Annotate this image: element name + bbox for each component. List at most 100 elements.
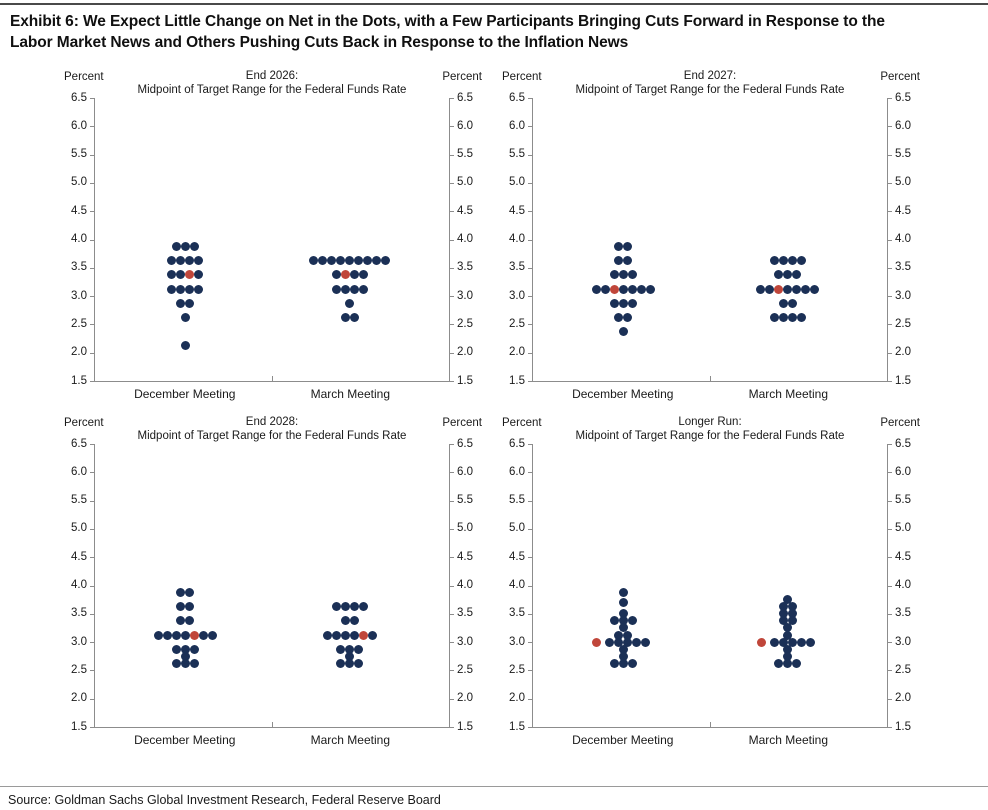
y-tick-label: 2.0 bbox=[457, 692, 473, 705]
fomc-participant-dot bbox=[185, 298, 195, 308]
panel-body: 6.5 6.0 5.5 5.0 4.5 4.0 3.5 3.0 2.5 2.0 1.5 6.5 6.0… bbox=[500, 438, 920, 733]
y-tick-label: 6.5 bbox=[509, 437, 525, 450]
y-tick-mark bbox=[90, 381, 94, 382]
fomc-participant-dot bbox=[194, 270, 204, 280]
y-tick-label: 2.0 bbox=[895, 346, 911, 359]
y-tick-label: 2.0 bbox=[509, 692, 525, 705]
fomc-participant-dot bbox=[627, 284, 637, 294]
y-tick-label: 4.0 bbox=[71, 233, 87, 245]
fomc-participant-dot bbox=[180, 312, 190, 322]
y-tick-label: 5.0 bbox=[457, 522, 473, 535]
fomc-participant-dot bbox=[783, 595, 793, 605]
fomc-participant-dot bbox=[358, 602, 368, 612]
y-axis-right: 6.5 6.0 5.5 5.0 4.5 4.0 3.5 3.0 2.5 2.0 1.5 bbox=[888, 438, 920, 733]
fomc-participant-dot bbox=[171, 658, 181, 668]
panel-title: End 2027: bbox=[683, 70, 737, 82]
fomc-participant-dot bbox=[167, 270, 177, 280]
fomc-participant-dot bbox=[778, 312, 788, 322]
fomc-participant-dot bbox=[185, 588, 195, 598]
x-axis-label-march: March Meeting bbox=[748, 733, 828, 747]
y-tick-mark bbox=[888, 698, 892, 700]
y-tick-mark bbox=[450, 585, 454, 587]
fomc-participant-dot bbox=[345, 651, 355, 661]
fomc-participant-dot bbox=[627, 298, 637, 308]
fomc-participant-dot bbox=[787, 312, 797, 322]
fomc-participant-dot bbox=[618, 651, 628, 661]
y-tick-mark bbox=[450, 211, 454, 213]
y-axis-unit-right: Percent bbox=[880, 417, 920, 429]
fomc-participant-dot bbox=[349, 312, 359, 322]
y-tick-label: 2.5 bbox=[457, 317, 473, 330]
fomc-participant-dot bbox=[627, 270, 637, 280]
fomc-participant-dot bbox=[349, 270, 359, 280]
y-tick-label: 3.0 bbox=[895, 635, 911, 648]
y-tick-mark bbox=[888, 239, 892, 241]
y-tick-label: 1.5 bbox=[457, 374, 473, 387]
fomc-participant-dot bbox=[180, 341, 190, 351]
y-axis-right: 6.5 6.0 5.5 5.0 4.5 4.0 3.5 3.0 2.5 2.0 1.5 bbox=[450, 438, 482, 733]
fomc-participant-dot bbox=[609, 270, 619, 280]
fomc-participant-dot bbox=[176, 270, 186, 280]
y-tick-label: 1.5 bbox=[509, 374, 525, 387]
fomc-participant-dot bbox=[176, 588, 186, 598]
y-tick-mark bbox=[90, 670, 94, 672]
fomc-participant-dot bbox=[623, 256, 633, 266]
fomc-participant-dot bbox=[641, 637, 651, 647]
fomc-participant-dot bbox=[618, 623, 628, 633]
fomc-participant-dot bbox=[605, 637, 615, 647]
y-tick-mark bbox=[90, 642, 94, 644]
panel-header: Percent Percent End 2028: Midpoint of Ta… bbox=[62, 416, 482, 444]
fomc-participant-dot bbox=[792, 658, 802, 668]
y-tick-label: 3.5 bbox=[509, 607, 525, 620]
fomc-participant-dot bbox=[618, 609, 628, 619]
panel-title-block: End 2026: Midpoint of Target Range for t… bbox=[94, 70, 450, 97]
fomc-participant-dot bbox=[345, 644, 355, 654]
y-tick-label: 5.5 bbox=[457, 148, 473, 161]
y-tick-mark bbox=[528, 182, 532, 184]
y-tick-label: 5.5 bbox=[71, 494, 87, 507]
y-tick-label: 1.5 bbox=[71, 374, 87, 387]
fomc-participant-dot bbox=[787, 256, 797, 266]
gs-expected-median-dot bbox=[774, 284, 784, 294]
y-tick-mark bbox=[90, 727, 94, 728]
y-tick-mark bbox=[888, 211, 892, 213]
gs-expected-median-dot bbox=[358, 630, 368, 640]
y-tick-label: 1.5 bbox=[457, 720, 473, 733]
y-axis-unit-right: Percent bbox=[442, 417, 482, 429]
fomc-participant-dot bbox=[614, 630, 624, 640]
y-axis-unit-right: Percent bbox=[880, 71, 920, 83]
fomc-participant-dot bbox=[614, 242, 624, 252]
y-tick-label: 6.5 bbox=[457, 91, 473, 104]
x-axis-labels: December Meeting March Meeting bbox=[532, 382, 888, 404]
y-tick-label: 4.5 bbox=[509, 204, 525, 217]
fomc-participant-dot bbox=[331, 270, 341, 280]
fomc-participant-dot bbox=[176, 298, 186, 308]
y-tick-mark bbox=[528, 727, 532, 728]
panel-title: End 2026: bbox=[245, 70, 299, 82]
fomc-participant-dot bbox=[618, 326, 628, 336]
fomc-participant-dot bbox=[180, 658, 190, 668]
fomc-participant-dot bbox=[194, 284, 204, 294]
y-tick-mark bbox=[888, 500, 892, 502]
y-tick-label: 4.0 bbox=[895, 579, 911, 591]
y-tick-mark bbox=[888, 444, 892, 445]
fomc-participant-dot bbox=[327, 256, 337, 266]
y-tick-mark bbox=[450, 727, 454, 728]
fomc-participant-dot bbox=[769, 637, 779, 647]
fomc-participant-dot bbox=[614, 637, 624, 647]
y-tick-label: 6.5 bbox=[71, 91, 87, 104]
y-tick-mark bbox=[528, 613, 532, 615]
x-axis-label-december: December Meeting bbox=[572, 387, 674, 401]
y-tick-mark bbox=[888, 613, 892, 615]
y-tick-label: 2.5 bbox=[71, 317, 87, 330]
y-tick-label: 3.0 bbox=[509, 635, 525, 648]
fomc-participant-dot bbox=[318, 256, 328, 266]
y-tick-mark bbox=[528, 500, 532, 502]
y-tick-label: 6.0 bbox=[71, 119, 87, 132]
fomc-participant-dot bbox=[614, 312, 624, 322]
fomc-participant-dot bbox=[189, 658, 199, 668]
y-tick-mark bbox=[528, 267, 532, 269]
fomc-participant-dot bbox=[796, 256, 806, 266]
fomc-participant-dot bbox=[185, 256, 195, 266]
y-tick-mark bbox=[90, 98, 94, 99]
